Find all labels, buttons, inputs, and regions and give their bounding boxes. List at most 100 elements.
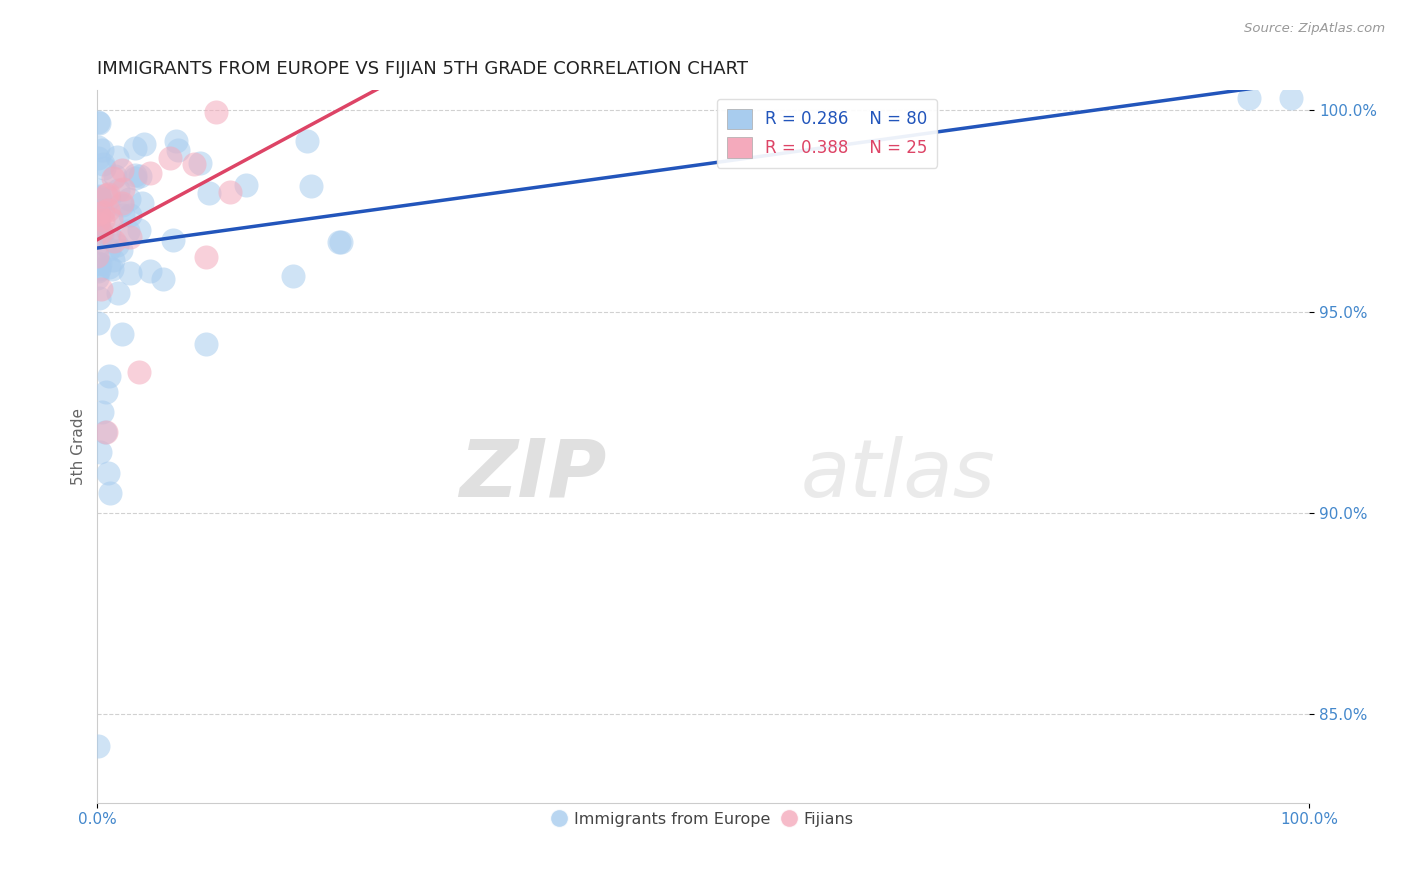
Point: [124, 141, 146, 155]
Point: [86, 201, 108, 215]
Point: [128, 223, 150, 237]
Point: [103, 252, 125, 267]
Point: [205, 105, 228, 120]
Point: [328, 235, 350, 249]
Point: [97, 187, 120, 202]
Text: Source: ZipAtlas.com: Source: ZipAtlas.com: [1244, 22, 1385, 36]
Point: [89, 116, 111, 130]
Point: [91, 227, 114, 242]
Point: [90, 405, 112, 419]
Point: [86, 271, 108, 285]
Point: [112, 182, 135, 196]
Point: [86, 209, 108, 223]
Point: [105, 150, 128, 164]
Point: [87, 221, 110, 235]
Point: [134, 136, 156, 151]
Point: [111, 198, 134, 212]
Point: [87, 140, 110, 154]
Point: [118, 267, 141, 281]
Point: [198, 186, 221, 200]
Point: [111, 195, 134, 210]
Point: [118, 208, 141, 222]
Point: [87, 189, 110, 203]
Point: [124, 168, 146, 182]
Point: [111, 326, 134, 341]
Point: [89, 198, 111, 212]
Point: [89, 256, 111, 270]
Point: [100, 212, 122, 227]
Point: [107, 237, 129, 252]
Point: [87, 183, 110, 197]
Point: [159, 151, 181, 165]
Point: [86, 207, 108, 221]
Point: [86, 256, 108, 270]
Point: [152, 272, 174, 286]
Point: [86, 151, 108, 165]
Point: [86, 216, 108, 230]
Point: [89, 445, 111, 459]
Point: [93, 425, 115, 440]
Point: [89, 262, 111, 277]
Text: ZIP: ZIP: [458, 436, 606, 514]
Point: [98, 227, 121, 241]
Point: [91, 143, 114, 157]
Point: [330, 235, 353, 249]
Point: [97, 466, 120, 480]
Point: [87, 115, 110, 129]
Point: [98, 260, 121, 274]
Point: [104, 169, 127, 183]
Point: [86, 316, 108, 330]
Point: [283, 269, 305, 284]
Point: [124, 171, 146, 186]
Point: [139, 263, 162, 277]
Point: [90, 206, 112, 220]
Point: [165, 134, 187, 148]
Point: [103, 234, 125, 248]
Point: [103, 171, 125, 186]
Point: [139, 166, 162, 180]
Point: [91, 212, 114, 227]
Point: [91, 157, 114, 171]
Text: IMMIGRANTS FROM EUROPE VS FIJIAN 5TH GRADE CORRELATION CHART: IMMIGRANTS FROM EUROPE VS FIJIAN 5TH GRA…: [97, 60, 748, 78]
Point: [87, 216, 110, 230]
Point: [297, 134, 319, 148]
Point: [194, 336, 217, 351]
Point: [101, 262, 124, 277]
Point: [111, 207, 134, 221]
Point: [1237, 91, 1260, 105]
Point: [107, 183, 129, 197]
Point: [111, 163, 134, 178]
Point: [118, 229, 141, 244]
Point: [107, 285, 129, 300]
Point: [91, 205, 114, 219]
Point: [97, 202, 120, 217]
Point: [110, 243, 132, 257]
Point: [190, 155, 212, 169]
Point: [94, 385, 117, 400]
Point: [89, 190, 111, 204]
Point: [93, 161, 115, 176]
Point: [1279, 91, 1302, 105]
Point: [87, 264, 110, 278]
Point: [90, 282, 112, 296]
Y-axis label: 5th Grade: 5th Grade: [72, 408, 86, 485]
Point: [235, 178, 257, 192]
Point: [183, 156, 205, 170]
Point: [128, 365, 150, 379]
Point: [299, 178, 322, 193]
Point: [98, 242, 121, 256]
Point: [98, 369, 121, 384]
Point: [90, 225, 112, 239]
Text: atlas: atlas: [800, 436, 995, 514]
Point: [94, 425, 117, 440]
Point: [96, 187, 118, 202]
Point: [86, 191, 108, 205]
Point: [87, 291, 110, 305]
Point: [117, 224, 139, 238]
Point: [162, 233, 184, 247]
Legend: Immigrants from Europe, Fijians: Immigrants from Europe, Fijians: [547, 805, 860, 834]
Point: [98, 485, 121, 500]
Point: [129, 169, 152, 184]
Point: [118, 192, 141, 206]
Point: [86, 249, 108, 263]
